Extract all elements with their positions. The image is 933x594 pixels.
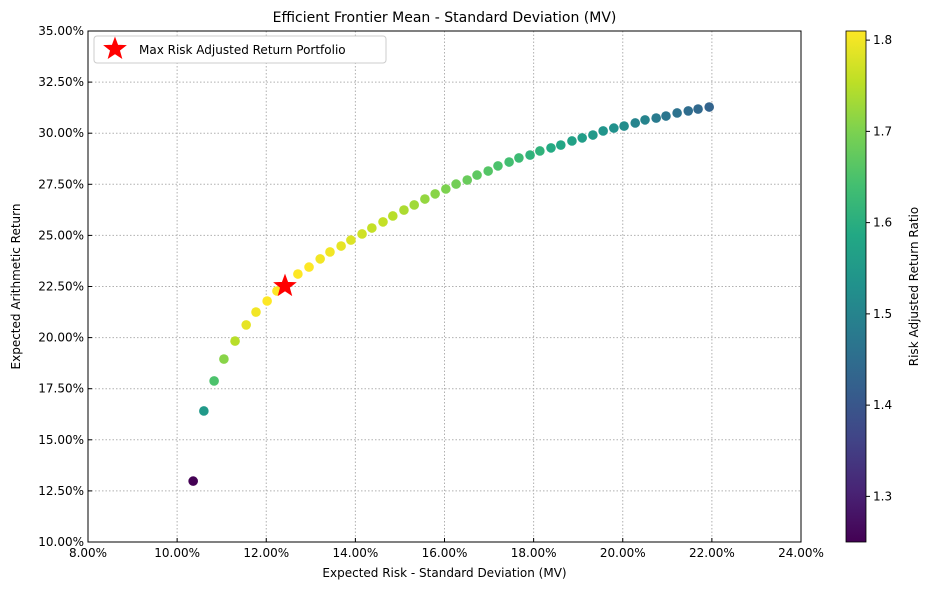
frontier-point xyxy=(693,104,703,114)
colorbar-tick-label: 1.3 xyxy=(873,489,892,503)
x-axis-label: Expected Risk - Standard Deviation (MV) xyxy=(322,566,566,580)
colorbar-tick-label: 1.5 xyxy=(873,307,892,321)
frontier-point xyxy=(525,150,535,160)
colorbar-tick-label: 1.6 xyxy=(873,216,892,230)
frontier-point xyxy=(315,254,325,264)
frontier-point xyxy=(262,296,272,306)
frontier-point xyxy=(209,376,219,386)
y-axis-ticks: 10.00% 12.50% 15.00% 17.50% 20.00% 22.50% 25.0… xyxy=(38,24,92,549)
y-axis-label: Expected Arithmetic Return xyxy=(9,204,23,370)
frontier-point xyxy=(619,121,629,131)
colorbar-label: Risk Adjusted Return Ratio xyxy=(907,207,921,366)
legend-box xyxy=(93,35,387,64)
colorbar xyxy=(845,30,867,543)
legend: Max Risk Adjusted Return Portfolio xyxy=(93,35,387,64)
frontier-point xyxy=(346,235,356,245)
frontier-point xyxy=(409,200,419,210)
x-tick-label: 20.00% xyxy=(600,546,646,560)
y-tick-label: 32.50% xyxy=(38,75,84,89)
frontier-point xyxy=(683,106,694,116)
frontier-point xyxy=(493,161,503,171)
frontier-point xyxy=(357,229,367,239)
frontier-point xyxy=(609,123,619,133)
x-axis-ticks: 8.00% 10.00% 12.00% 14.00% 16.00% 18.00% 20.00… xyxy=(69,538,824,560)
x-tick-label: 18.00% xyxy=(511,546,557,560)
frontier-point xyxy=(546,143,556,153)
x-tick-label: 14.00% xyxy=(332,546,378,560)
max-ratio-star xyxy=(273,273,297,297)
frontier-point xyxy=(588,130,598,140)
frontier-point xyxy=(420,194,430,204)
frontier-point xyxy=(430,189,440,199)
frontier-point xyxy=(388,211,398,221)
x-tick-label: 8.00% xyxy=(69,546,107,560)
max-ratio-star-marker xyxy=(273,273,297,297)
frontier-point xyxy=(451,179,461,189)
x-tick-label: 22.00% xyxy=(689,546,735,560)
y-tick-label: 35.00% xyxy=(38,24,84,38)
y-tick-label: 15.00% xyxy=(38,433,84,447)
frontier-point xyxy=(293,269,303,279)
x-tick-label: 12.00% xyxy=(243,546,289,560)
frontier-point xyxy=(199,406,209,416)
y-tick-label: 22.50% xyxy=(38,280,84,294)
colorbar-tick-label: 1.4 xyxy=(873,398,892,412)
frontier-point xyxy=(188,476,198,486)
frontier-point xyxy=(556,140,566,150)
frontier-point xyxy=(378,217,388,227)
frontier-point xyxy=(483,166,493,176)
y-tick-label: 27.50% xyxy=(38,177,84,191)
x-tick-label: 10.00% xyxy=(154,546,200,560)
frontier-point xyxy=(651,113,661,123)
frontier-point xyxy=(325,247,335,257)
colorbar-tick-label: 1.8 xyxy=(873,33,892,47)
frontier-point xyxy=(336,241,346,251)
frontier-point xyxy=(640,115,650,125)
frontier-point xyxy=(367,223,377,233)
x-tick-label: 24.00% xyxy=(778,546,824,560)
frontier-point xyxy=(672,108,682,118)
legend-label: Max Risk Adjusted Return Portfolio xyxy=(139,43,346,57)
frontier-point xyxy=(577,133,587,143)
frontier-point xyxy=(504,157,514,167)
frontier-point xyxy=(567,136,577,146)
frontier-point xyxy=(399,205,409,215)
chart-title: Efficient Frontier Mean - Standard Devia… xyxy=(273,10,617,26)
frontier-point xyxy=(230,336,240,346)
frontier-point xyxy=(251,307,261,317)
y-tick-label: 25.00% xyxy=(38,228,84,242)
scatter-points xyxy=(188,102,715,486)
frontier-point xyxy=(472,170,482,180)
frontier-point xyxy=(661,111,671,121)
frontier-point xyxy=(514,153,524,163)
colorbar-tick-label: 1.7 xyxy=(873,124,892,138)
colorbar-ticks: 1.3 1.4 1.5 1.6 1.7 1.8 xyxy=(866,33,892,503)
frontier-point xyxy=(535,146,545,156)
frontier-point xyxy=(704,102,715,112)
y-tick-label: 17.50% xyxy=(38,382,84,396)
y-tick-label: 10.00% xyxy=(38,535,84,549)
frontier-point xyxy=(304,262,314,272)
frontier-point xyxy=(241,320,251,330)
y-tick-label: 30.00% xyxy=(38,126,84,140)
legend-star-icon xyxy=(103,36,127,60)
frontier-point xyxy=(462,175,473,185)
frontier-point xyxy=(441,184,451,194)
y-tick-label: 12.50% xyxy=(38,484,84,498)
frontier-point xyxy=(630,118,641,128)
y-tick-label: 20.00% xyxy=(38,331,84,345)
frontier-point xyxy=(598,126,608,136)
frontier-point xyxy=(219,354,229,364)
x-tick-label: 16.00% xyxy=(422,546,468,560)
